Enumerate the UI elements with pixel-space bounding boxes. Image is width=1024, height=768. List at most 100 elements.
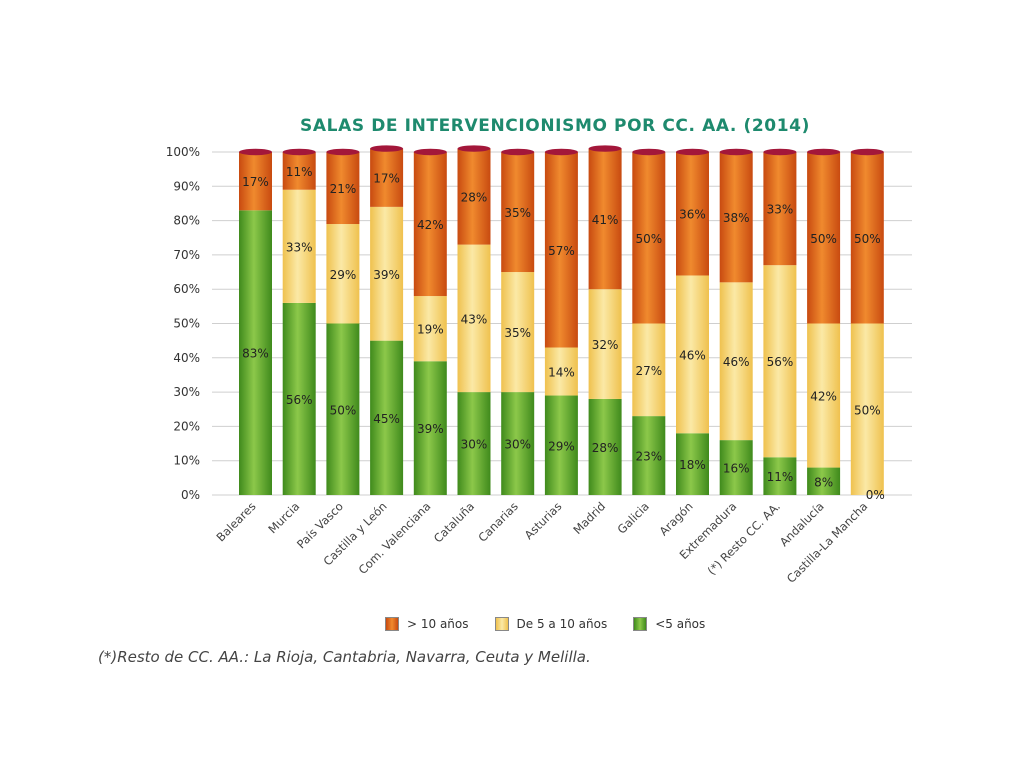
bar-segment-over-10	[239, 152, 272, 211]
data-label: 50%	[854, 232, 881, 246]
bar-segment-over-10	[457, 148, 491, 245]
bar-segment-under-5	[588, 398, 622, 495]
data-label: 35%	[504, 326, 531, 340]
x-tick-label: Aragón	[657, 499, 696, 538]
legend-swatch-green	[633, 617, 648, 631]
y-tick-label: 40%	[173, 351, 200, 365]
y-tick-label: 80%	[173, 214, 200, 228]
data-label: 43%	[461, 312, 488, 326]
bar-top-cap	[719, 148, 753, 156]
bar-segment-over-10	[588, 148, 622, 290]
data-label: 39%	[373, 268, 400, 282]
data-label: 33%	[286, 240, 313, 254]
bar-segment-over-10	[544, 152, 578, 348]
data-label: 36%	[679, 208, 706, 222]
bar-segment-under-5	[676, 433, 709, 495]
bar-top-cap	[370, 145, 404, 152]
bar-segment-over-10	[501, 152, 535, 273]
data-label: 8%	[814, 475, 833, 489]
bar-top-cap	[588, 145, 622, 152]
data-label: 30%	[461, 438, 488, 452]
legend-label: > 10 años	[407, 617, 469, 631]
bar-top-cap	[544, 148, 578, 156]
data-label: 30%	[504, 438, 531, 452]
data-label: 16%	[723, 462, 750, 476]
data-label: 35%	[504, 206, 531, 220]
data-label: 18%	[679, 458, 706, 472]
bar-segment-over-10	[763, 152, 797, 266]
y-tick-label: 60%	[173, 282, 200, 296]
data-label: 21%	[330, 182, 357, 196]
bar-segment-over-10	[282, 152, 316, 190]
data-label: 39%	[417, 422, 444, 436]
data-label: 46%	[723, 355, 750, 369]
chart-title: SALAS DE INTERVENCIONISMO POR CC. AA. (2…	[300, 116, 810, 136]
data-label: 41%	[592, 213, 619, 227]
legend: > 10 años De 5 a 10 años <5 años	[385, 614, 731, 634]
data-label: 38%	[723, 211, 750, 225]
data-label: 33%	[767, 203, 794, 217]
legend-item-5-10: De 5 a 10 años	[494, 617, 607, 631]
y-tick-label: 30%	[173, 385, 200, 399]
legend-item-over-10: > 10 años	[385, 617, 469, 631]
bar-segment-over-10	[719, 152, 753, 283]
x-tick-label: Baleares	[214, 499, 259, 544]
data-label: 11%	[286, 165, 313, 179]
legend-swatch-orange	[385, 617, 399, 631]
y-tick-label: 90%	[173, 179, 200, 193]
data-label: 50%	[635, 232, 662, 246]
bar-segment-over-10	[807, 152, 841, 324]
legend-swatch-yellow	[494, 617, 509, 631]
data-label: 56%	[286, 393, 313, 407]
bar-segment-under-5	[370, 340, 404, 495]
y-tick-label: 50%	[173, 317, 200, 331]
x-tick-label: Murcia	[265, 499, 302, 536]
bar-top-cap	[239, 148, 272, 156]
data-label: 29%	[330, 268, 357, 282]
bar-segment-5-10	[413, 296, 447, 362]
bar-top-cap	[632, 148, 666, 156]
y-tick-label: 0%	[181, 488, 200, 502]
bar-segment-under-5	[413, 361, 447, 495]
bar-segment-5-10	[282, 189, 316, 303]
bar-top-cap	[763, 148, 797, 156]
bar-segment-under-5	[763, 457, 797, 495]
data-label: 45%	[373, 412, 400, 426]
x-tick-label: Castilla-La Mancha	[784, 499, 871, 586]
data-label: 0%	[866, 488, 885, 502]
data-label: 42%	[417, 218, 444, 232]
bar-segment-5-10	[850, 323, 884, 495]
data-label: 42%	[810, 390, 837, 404]
bar-segment-5-10	[457, 244, 491, 393]
bar-top-cap	[282, 148, 316, 156]
bar-segment-over-10	[326, 152, 360, 225]
data-label: 27%	[635, 364, 662, 378]
bar-top-cap	[501, 148, 535, 156]
bar-segment-under-5	[632, 416, 666, 495]
bar-segment-over-10	[850, 152, 884, 324]
data-label: 23%	[635, 450, 662, 464]
bar-top-cap	[326, 148, 360, 156]
data-label: 19%	[417, 323, 444, 337]
bar-segment-over-10	[676, 152, 709, 276]
bar-segment-under-5	[239, 210, 272, 495]
bar-segment-under-5	[807, 467, 841, 495]
x-tick-label: Cataluña	[431, 499, 477, 545]
x-tick-label: Asturias	[522, 499, 565, 542]
data-label: 57%	[548, 244, 575, 258]
stacked-bar-chart: 0% 10% 20% 30% 40% 50% 60% 70% 80% 90% 100% 83% 17% B…	[166, 145, 912, 586]
data-label: 17%	[242, 175, 269, 189]
bar-top-cap	[807, 148, 841, 156]
bar-segment-over-10	[413, 152, 447, 297]
y-tick-label: 10%	[173, 454, 200, 468]
data-label: 46%	[679, 348, 706, 362]
data-label: 50%	[330, 403, 357, 417]
bar-top-cap	[850, 148, 884, 156]
bar-segment-under-5	[719, 440, 753, 495]
footnote: (*)Resto de CC. AA.: La Rioja, Cantabria…	[98, 648, 591, 666]
data-label: 32%	[592, 338, 619, 352]
bar-top-cap	[676, 148, 709, 156]
data-label: 56%	[767, 355, 794, 369]
data-label: 28%	[461, 191, 488, 205]
legend-item-under-5: <5 años	[633, 617, 705, 631]
